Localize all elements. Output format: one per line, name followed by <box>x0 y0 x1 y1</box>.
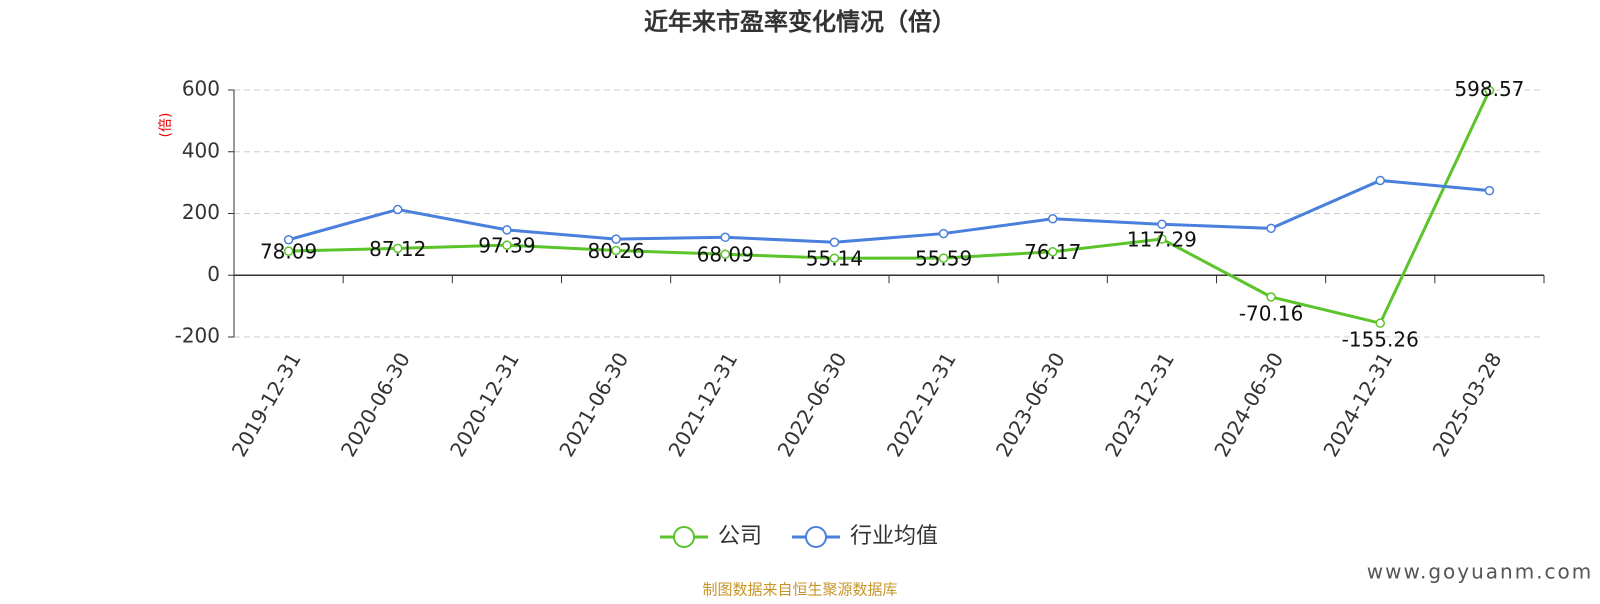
data-point <box>393 243 403 254</box>
data-point <box>502 240 512 250</box>
x-tick-label: 2024-12-31 <box>1318 348 1397 461</box>
y-tick-label: -200 <box>175 324 220 348</box>
legend-label: 行业均值 <box>850 524 938 549</box>
data-point <box>720 232 730 243</box>
data-point <box>1157 219 1167 230</box>
y-tick-label: 600 <box>182 77 220 101</box>
series-line <box>288 89 1491 325</box>
y-axis-label: (倍) <box>158 113 174 138</box>
data-point <box>611 234 621 244</box>
x-tick-label: 2023-12-31 <box>1100 348 1179 461</box>
data-point <box>829 253 840 263</box>
y-tick-label: 0 <box>207 262 220 286</box>
data-point <box>1375 175 1385 186</box>
data-point <box>502 225 512 235</box>
data-point <box>829 237 840 247</box>
data-label: -70.16 <box>1239 301 1303 325</box>
data-point <box>938 228 949 239</box>
data-label: 68.09 <box>697 243 754 267</box>
data-label: 117.29 <box>1127 228 1197 252</box>
x-tick-label: 2020-12-31 <box>445 348 524 461</box>
data-point <box>1048 246 1058 257</box>
x-tick-label: 2021-06-30 <box>554 348 633 461</box>
data-point <box>393 204 403 215</box>
data-point <box>1266 292 1276 302</box>
data-label: 55.14 <box>806 247 863 271</box>
watermark: www.goyuanm.com <box>1367 560 1594 584</box>
legend-marker <box>805 526 827 548</box>
data-label: 76.17 <box>1024 240 1081 264</box>
data-label: -155.26 <box>1342 328 1419 352</box>
x-tick-label: 2020-06-30 <box>336 348 415 461</box>
data-point <box>611 245 621 256</box>
data-point <box>1484 85 1495 96</box>
x-tick-label: 2019-12-31 <box>227 348 306 461</box>
x-tick-label: 2024-06-30 <box>1209 348 1288 461</box>
x-tick-label: 2022-12-31 <box>882 348 961 461</box>
data-point <box>1484 185 1495 196</box>
y-tick-label: 200 <box>182 200 220 224</box>
x-tick-label: 2022-06-30 <box>773 348 852 461</box>
data-point <box>1266 223 1276 234</box>
chart-title: 近年来市盈率变化情况（倍） <box>644 8 956 36</box>
data-point <box>283 246 294 256</box>
data-point <box>283 234 294 245</box>
data-point <box>1048 213 1058 224</box>
series-line <box>288 178 1490 244</box>
source-note: 制图数据来自恒生聚源数据库 <box>702 581 897 599</box>
y-tick-label: 400 <box>182 138 220 162</box>
data-label: 87.12 <box>369 237 426 261</box>
legend-marker <box>673 526 695 548</box>
x-tick-label: 2021-12-31 <box>663 348 742 461</box>
data-label: 55.59 <box>915 247 972 271</box>
data-point <box>1157 234 1167 244</box>
x-tick-label: 2025-03-28 <box>1428 348 1507 461</box>
data-point <box>720 249 730 259</box>
data-label: 598.57 <box>1454 77 1524 101</box>
data-point <box>938 253 949 263</box>
x-tick-label: 2023-06-30 <box>991 348 1070 461</box>
data-point <box>1375 318 1385 328</box>
legend-label: 公司 <box>718 524 762 549</box>
data-label: 97.39 <box>478 234 535 258</box>
